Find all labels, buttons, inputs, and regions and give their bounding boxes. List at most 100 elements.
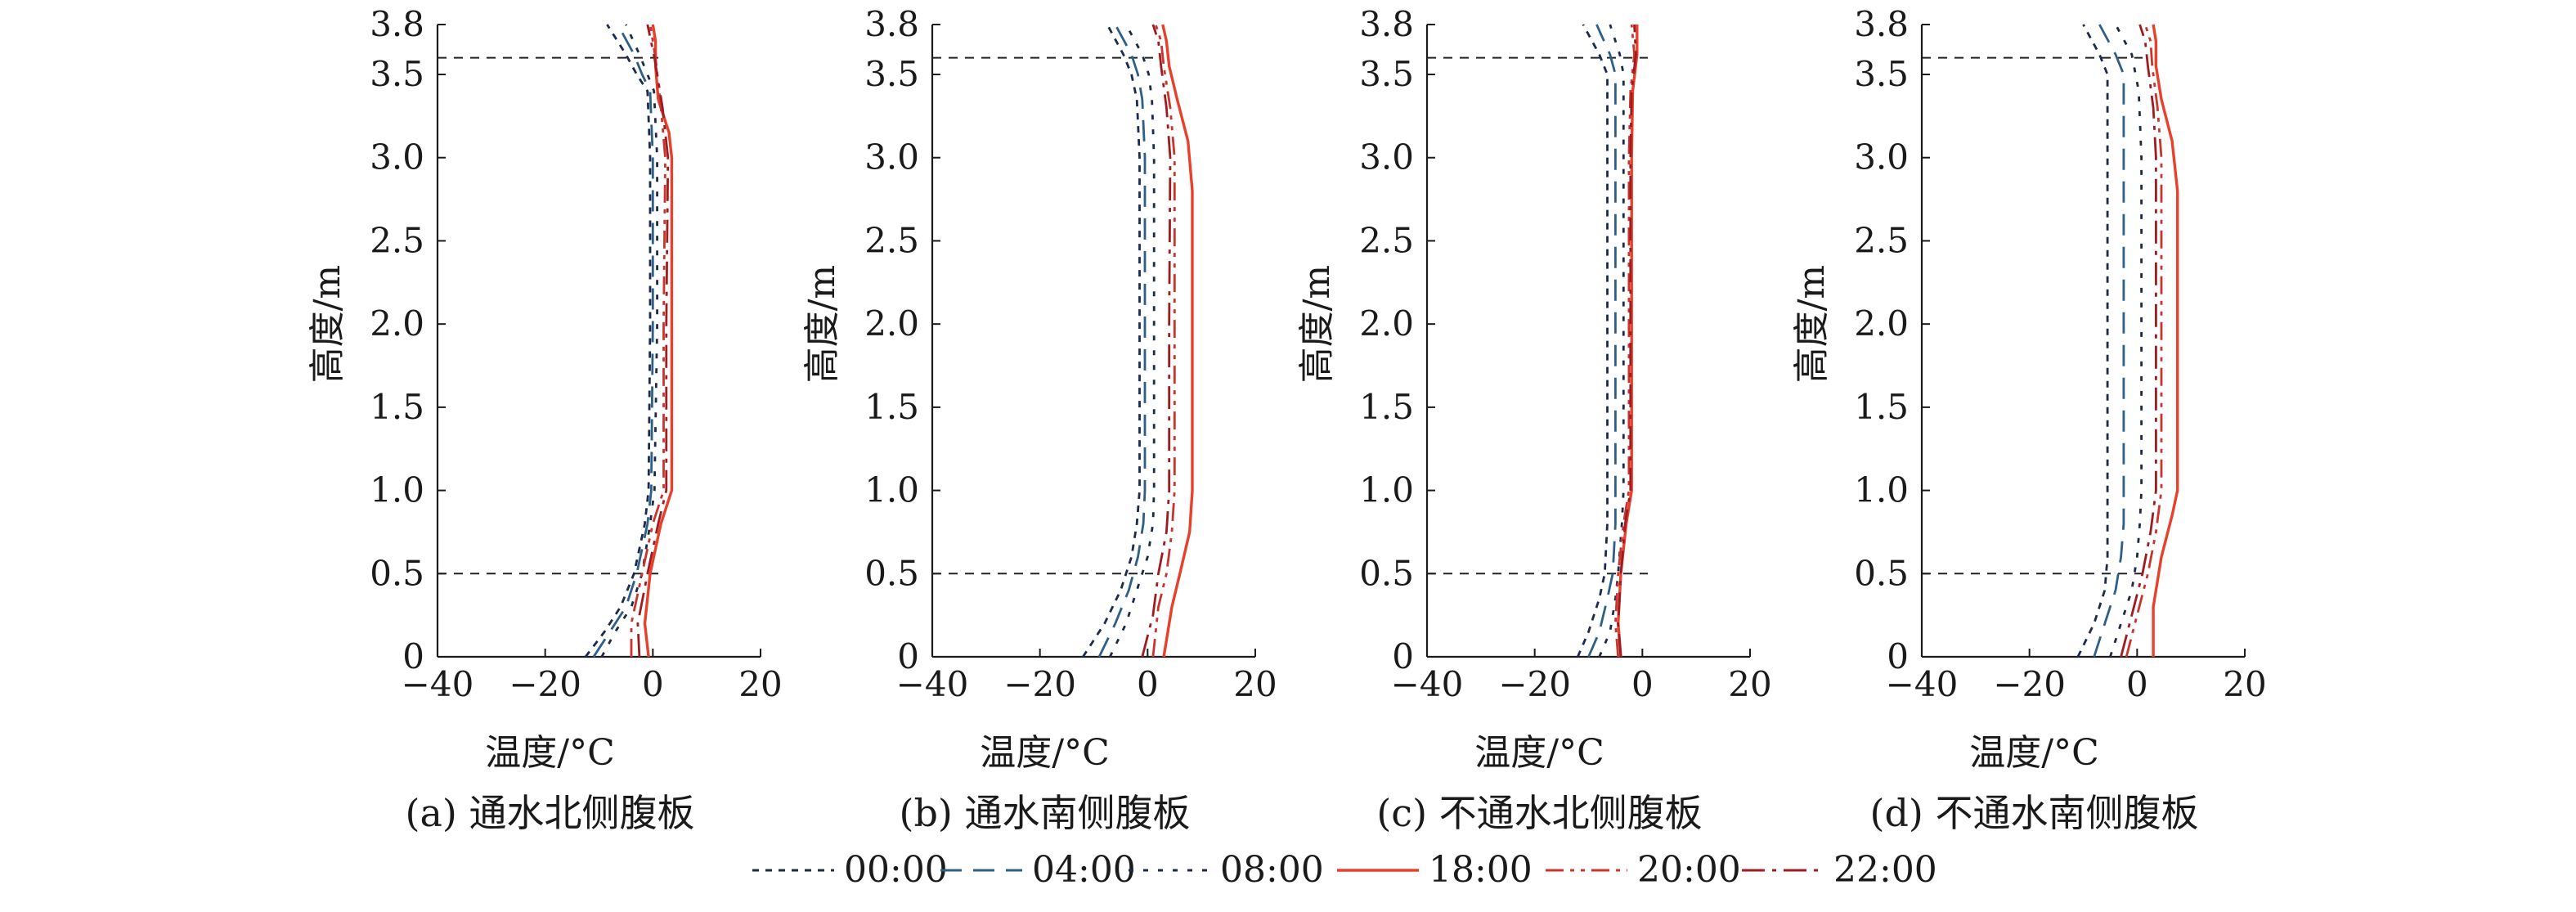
x-tick-label: 20 [2223,664,2266,704]
chart-legend: 00:00 04:00 08:00 18:00 20:00 22:00 [752,849,1937,891]
x-tick-label: −40 [896,664,969,704]
y-tick-label: 0.5 [864,553,919,593]
panel-caption: (a) 通水北侧腹板 [406,791,695,835]
y-tick-label: 1.5 [864,387,919,427]
x-tick-label: 0 [1631,664,1654,704]
legend-label: 20:00 [1637,849,1741,891]
legend-label: 04:00 [1032,849,1136,891]
x-axis-label: 温度/°C [1969,732,2099,774]
x-tick-label: −40 [1391,664,1464,704]
y-tick-label: 0 [1392,636,1414,676]
series-0400-line [2093,24,2125,658]
legend-item-0400: 04:00 [940,849,1136,891]
y-axis-label: 高度/m [801,265,843,384]
y-tick-label: 2.5 [1854,220,1909,260]
panel-caption: (d) 不通水南侧腹板 [1870,791,2199,835]
series-1800-line [2152,24,2179,657]
y-tick-label: 3.5 [1854,54,1909,94]
legend-label: 08:00 [1220,849,1324,891]
y-tick-label: 1.5 [370,387,424,427]
y-tick-label: 1.0 [1854,470,1909,510]
y-tick-label: 2.0 [864,303,919,344]
y-tick-label: 3.5 [1359,54,1414,94]
series-1800-line [1161,24,1194,658]
y-tick-label: 2.5 [864,220,919,260]
y-tick-label: 0.5 [1854,553,1909,593]
panel-a: 0 0.5 1.0 1.5 2.0 2.5 3.0 3.5 3.8 −40 −20 0 20 高度/m 温度… [307,4,783,835]
series-2000-line [1151,24,1176,658]
y-tick-label: 3.5 [370,54,424,94]
x-tick-label: −20 [1498,664,1571,704]
chart-panels: 0 0.5 1.0 1.5 2.0 2.5 3.0 3.5 3.8 −40 −20 0 20 高度/m 温度… [307,4,2267,835]
legend-label: 00:00 [844,849,948,891]
series-0800-line [1109,24,1156,658]
y-tick-label: 3.0 [370,137,424,177]
panel-caption: (c) 不通水北侧腹板 [1376,791,1702,835]
series-0000-line [1082,24,1141,658]
x-tick-label: 0 [2126,664,2148,704]
y-tick-label: 0 [897,636,919,676]
x-tick-label: −20 [1993,664,2066,704]
y-tick-label: 0 [1887,636,1909,676]
series-0400-line [1097,24,1147,658]
series-0400-line [1587,24,1617,658]
y-tick-label: 1.0 [1359,470,1414,510]
panel-b: 0 0.5 1.0 1.5 2.0 2.5 3.0 3.5 3.8 −40 −20 0 20 高度/m 温度… [801,4,1277,835]
y-tick-label: 1.0 [370,470,424,510]
series-2200-line [1617,24,1637,658]
y-tick-label: 2.0 [370,303,424,344]
y-tick-label: 3.0 [1359,137,1414,177]
x-tick-label: 0 [642,664,664,704]
series-0000-line [2076,24,2109,658]
legend-item-1800: 18:00 [1337,849,1533,891]
y-tick-label: 3.8 [1359,4,1414,44]
x-tick-label: 0 [1137,664,1159,704]
y-tick-label: 0 [402,636,424,676]
legend-item-2000: 20:00 [1546,849,1741,891]
series-2000-line [2125,24,2163,658]
y-axis-label: 高度/m [1791,265,1833,384]
legend-label: 18:00 [1429,849,1533,891]
y-tick-label: 2.5 [1359,220,1414,260]
panel-d: 0 0.5 1.0 1.5 2.0 2.5 3.0 3.5 3.8 −40 −20 0 20 高度/m 温度… [1791,4,2267,835]
y-tick-label: 3.5 [864,54,919,94]
series-0800-line [1598,24,1625,658]
series-2000-line [1614,24,1636,658]
y-tick-label: 1.5 [1359,387,1414,427]
y-tick-label: 2.0 [1359,303,1414,344]
y-tick-label: 0.5 [370,553,424,593]
y-axis-label: 高度/m [307,265,348,384]
y-tick-label: 3.8 [1854,4,1909,44]
x-tick-label: 20 [738,664,782,704]
legend-label: 22:00 [1833,849,1937,891]
x-tick-label: 20 [1233,664,1277,704]
series-0000-line [1577,24,1609,658]
y-tick-label: 3.8 [864,4,919,44]
y-tick-label: 1.0 [864,470,919,510]
y-tick-label: 0.5 [1359,553,1414,593]
x-tick-label: 20 [1728,664,1771,704]
x-tick-label: −40 [402,664,474,704]
x-tick-label: −40 [1886,664,1959,704]
legend-item-0000: 00:00 [752,849,948,891]
y-tick-label: 1.5 [1854,387,1909,427]
series-0400-line [592,24,654,658]
legend-item-2200: 22:00 [1742,849,1937,891]
y-axis-label: 高度/m [1296,265,1338,384]
x-tick-label: −20 [509,664,581,704]
y-tick-label: 3.0 [864,137,919,177]
series-0000-line [584,24,652,658]
series-2000-line [630,24,666,657]
y-tick-label: 3.8 [370,4,424,44]
y-tick-label: 3.0 [1854,137,1909,177]
y-tick-label: 2.0 [1854,303,1909,344]
series-2200-line [1141,24,1172,658]
x-axis-label: 温度/°C [485,732,615,774]
x-axis-label: 温度/°C [980,732,1110,774]
x-axis-label: 温度/°C [1474,732,1604,774]
y-tick-label: 2.5 [370,220,424,260]
series-2200-line [636,24,670,658]
legend-item-0800: 08:00 [1129,849,1324,891]
x-tick-label: −20 [1003,664,1076,704]
